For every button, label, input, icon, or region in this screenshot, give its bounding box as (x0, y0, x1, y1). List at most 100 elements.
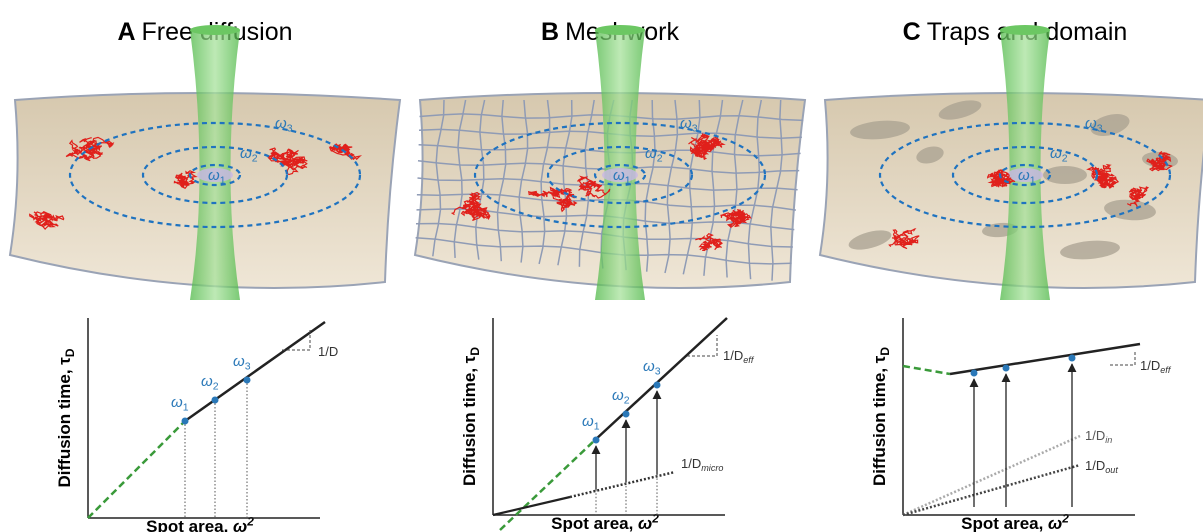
data-point (182, 418, 189, 425)
label-text: Diffusion time, τ (55, 357, 74, 488)
label-text: ω (1085, 115, 1097, 132)
subscript: 1 (594, 421, 600, 433)
slope-label: 1/Deff (723, 348, 755, 365)
subscript: eff (1160, 365, 1172, 375)
y-axis-label: Diffusion time, τD (870, 347, 892, 486)
label-text: 1/D (681, 456, 701, 471)
slope-triangle (1110, 350, 1135, 365)
subscript: 2 (657, 153, 663, 165)
superscript: 2 (1061, 511, 1069, 525)
label-text: ω (1018, 167, 1030, 184)
label-text: ω (1048, 514, 1062, 532)
omega-label: ω3 (233, 353, 251, 373)
panel-letter: B (541, 18, 559, 46)
panel-letter: A (117, 18, 135, 46)
superscript: 2 (651, 511, 659, 525)
label-text: Diffusion time, τ (460, 355, 479, 486)
label-text: ω (171, 394, 183, 411)
extrapolation (88, 421, 185, 518)
omega-label: ω2 (201, 373, 219, 393)
panel-letter: C (903, 18, 921, 46)
subscript: micro (701, 463, 723, 473)
omega-label: ω3 (643, 358, 661, 378)
label-text: 1/D (1085, 458, 1105, 473)
fit-line (595, 318, 727, 440)
label-text: Spot area, (551, 514, 638, 532)
x-axis-label: Spot area, ω2 (146, 514, 254, 532)
data-point (212, 397, 219, 404)
label-text: 1/D (1140, 358, 1160, 373)
slope-label: 1/Dmicro (681, 456, 723, 473)
data-point (593, 437, 600, 444)
slope-label: 1/Din (1085, 428, 1112, 445)
data-point (623, 411, 630, 418)
label-text: 1/D (723, 348, 743, 363)
y-axis-label: Diffusion time, τD (460, 347, 482, 486)
label-text: ω (275, 115, 287, 132)
data-point (244, 377, 251, 384)
subscript: 3 (1097, 123, 1103, 135)
out-line (903, 465, 1080, 515)
label-text: 1/D (1085, 428, 1105, 443)
subscript: 2 (252, 153, 258, 165)
panel: CTraps and domainω1ω2ω3Diffusion time, τ… (820, 18, 1203, 532)
subscript: 3 (287, 123, 293, 135)
beam-top (1000, 25, 1050, 35)
data-point (654, 382, 661, 389)
label-text: Spot area, (961, 514, 1048, 532)
label-text: ω (233, 517, 247, 532)
label-text: ω (201, 373, 213, 390)
data-point (971, 370, 978, 377)
subscript: 2 (624, 395, 630, 407)
label-text: ω (1050, 145, 1062, 162)
data-point (1069, 355, 1076, 362)
subscript: 3 (692, 123, 698, 135)
y-axis-label: Diffusion time, τD (55, 348, 77, 487)
fit-line (185, 322, 325, 421)
label-text: Spot area, (146, 517, 233, 532)
label-text: ω (613, 167, 625, 184)
omega-label: ω1 (171, 394, 189, 414)
subscript: 1 (625, 175, 631, 187)
label-text: ω (208, 167, 220, 184)
subscript: 2 (213, 381, 219, 393)
subscript: 3 (245, 361, 251, 373)
label-text: Diffusion time, τ (870, 355, 889, 486)
micro-line (493, 497, 570, 515)
data-point (1003, 365, 1010, 372)
subscript: eff (743, 355, 755, 365)
subscript: D (468, 347, 482, 356)
micro-extrapolation (570, 472, 675, 497)
label-text: 1/D (318, 344, 338, 359)
subscript: D (63, 348, 77, 357)
label-text: ω (240, 145, 252, 162)
subscript: 1 (220, 175, 226, 187)
slope-label: 1/Deff (1140, 358, 1172, 375)
label-text: ω (233, 353, 245, 370)
slope-triangle (687, 335, 717, 356)
slope-triangle (282, 330, 310, 350)
omega-label: ω1 (582, 413, 600, 433)
omega-label: ω2 (612, 387, 630, 407)
label-text: ω (645, 145, 657, 162)
subscript: in (1105, 435, 1112, 445)
beam-top (595, 25, 645, 35)
label-text: ω (680, 115, 692, 132)
beam-top (190, 25, 240, 35)
subscript: 3 (655, 366, 661, 378)
label-text: ω (638, 514, 652, 532)
figure: AFree diffusionω1ω2ω3Diffusion time, τDS… (0, 0, 1203, 532)
label-text: ω (582, 413, 594, 430)
extrapolation (903, 366, 950, 374)
subscript: 1 (183, 402, 189, 414)
subscript: D (878, 347, 892, 356)
in-line (903, 436, 1080, 515)
subscript: 1 (1030, 175, 1036, 187)
subscript: out (1105, 465, 1118, 475)
slope-label: 1/D (318, 344, 338, 359)
slope-label: 1/Dout (1085, 458, 1118, 475)
label-text: ω (612, 387, 624, 404)
subscript: 2 (1062, 153, 1068, 165)
